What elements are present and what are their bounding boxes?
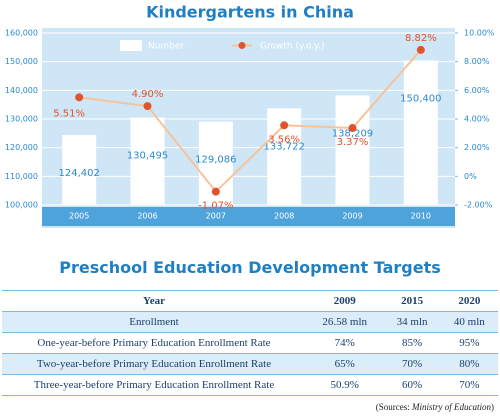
source-publisher: Ministry of Education [412, 402, 491, 412]
bar-label: 133,722 [263, 141, 304, 152]
y2-tick-label: -2.00% [464, 201, 493, 210]
table-row: Three-year-before Primary Education Enro… [2, 374, 498, 396]
table-cell: 60% [383, 374, 441, 396]
table-row: Two-year-before Primary Education Enroll… [2, 353, 498, 375]
table-cell: One-year-before Primary Education Enroll… [2, 332, 306, 354]
x-tick-label: 2005 [69, 212, 89, 221]
growth-label: 3.37% [337, 137, 369, 148]
y2-tick-label: 6.00% [464, 86, 490, 95]
growth-point [211, 187, 220, 196]
bar [130, 117, 165, 205]
growth-point [416, 45, 425, 54]
table-cell: 70% [440, 374, 498, 396]
plot-background [42, 28, 455, 228]
y2-tick-label: 8.00% [464, 57, 490, 66]
legend-label: Number [148, 42, 184, 52]
y-tick-label: 120,000 [5, 143, 38, 152]
table-cell: 50.9% [306, 374, 384, 396]
table-row: Enrollment 26.58 mln 34 mln 40 mln [2, 311, 498, 333]
header-cell: 2015 [383, 290, 441, 312]
chart: Kindergartens in China 100,000 110,000 120… [5, 3, 495, 228]
bar-label: 150,400 [400, 94, 441, 105]
source-suffix: ) [491, 402, 494, 412]
growth-line [79, 49, 422, 194]
bar-label: 124,402 [58, 168, 99, 179]
table-cell: 65% [306, 353, 384, 375]
bar [335, 95, 370, 205]
table-row: One-year-before Primary Education Enroll… [2, 332, 498, 354]
growth-label: 8.82% [405, 33, 437, 44]
table-cell: Enrollment [2, 311, 306, 333]
year-strip [42, 207, 455, 226]
table-cell: 74% [306, 332, 384, 354]
growth-label: 4.90% [132, 89, 164, 100]
table-cell: Two-year-before Primary Education Enroll… [2, 353, 306, 375]
y-tick-label: 160,000 [5, 29, 38, 38]
table-cell: 40 mln [440, 311, 498, 333]
bar-label: 130,495 [127, 151, 168, 162]
legend-label: Growth (y.o.y.) [260, 42, 324, 52]
chart-title: Kindergartens in China [146, 3, 354, 22]
targets-table: Year 2009 2015 2020 Enrollment 26.58 mln 34 ml… [2, 290, 498, 396]
growth-point [348, 124, 357, 133]
bar [403, 60, 438, 205]
growth-label: -1.07% [198, 201, 233, 212]
bar [62, 135, 97, 205]
header-cell: 2020 [440, 290, 498, 312]
table-cell: 70% [383, 353, 441, 375]
header-cell: Year [2, 290, 306, 312]
y-tick-label: 140,000 [5, 86, 38, 95]
x-tick-label: 2006 [137, 212, 157, 221]
y-tick-label: 150,000 [5, 57, 38, 66]
x-tick-label: 2008 [274, 212, 294, 221]
x-tick-label: 2007 [206, 212, 226, 221]
table-cell: 34 mln [383, 311, 441, 333]
legend-swatch [238, 42, 246, 49]
y2-tick-label: 10.00% [464, 29, 495, 38]
bar-label: 129,086 [195, 155, 236, 166]
growth-label: 3.56% [268, 134, 300, 145]
y-tick-label: 110,000 [5, 172, 38, 181]
y2-tick-label: 0% [464, 172, 477, 181]
table-cell: Three-year-before Primary Education Enro… [2, 374, 306, 396]
y2-tick-label: 4.00% [464, 115, 490, 124]
growth-point [280, 121, 289, 130]
source-prefix: (Sources: [375, 402, 412, 412]
y-tick-label: 130,000 [5, 115, 38, 124]
growth-label: 5.51% [53, 108, 85, 119]
table-cell: 85% [383, 332, 441, 354]
table-cell: 26.58 mln [306, 311, 384, 333]
table-title: Preschool Education Development Targets [59, 258, 441, 277]
growth-point [75, 93, 84, 102]
header-cell: 2009 [306, 290, 384, 312]
source-note: (Sources: Ministry of Education) [376, 402, 494, 412]
table-header: Year 2009 2015 2020 [2, 290, 498, 312]
x-tick-label: 2010 [411, 212, 431, 221]
x-tick-label: 2009 [342, 212, 362, 221]
legend-swatch [120, 40, 142, 51]
y2-tick-label: 2.00% [464, 143, 490, 152]
y-tick-label: 100,000 [5, 201, 38, 210]
table-cell: 80% [440, 353, 498, 375]
growth-point [143, 102, 152, 111]
bar-label: 138,209 [332, 128, 373, 139]
table-cell: 95% [440, 332, 498, 354]
